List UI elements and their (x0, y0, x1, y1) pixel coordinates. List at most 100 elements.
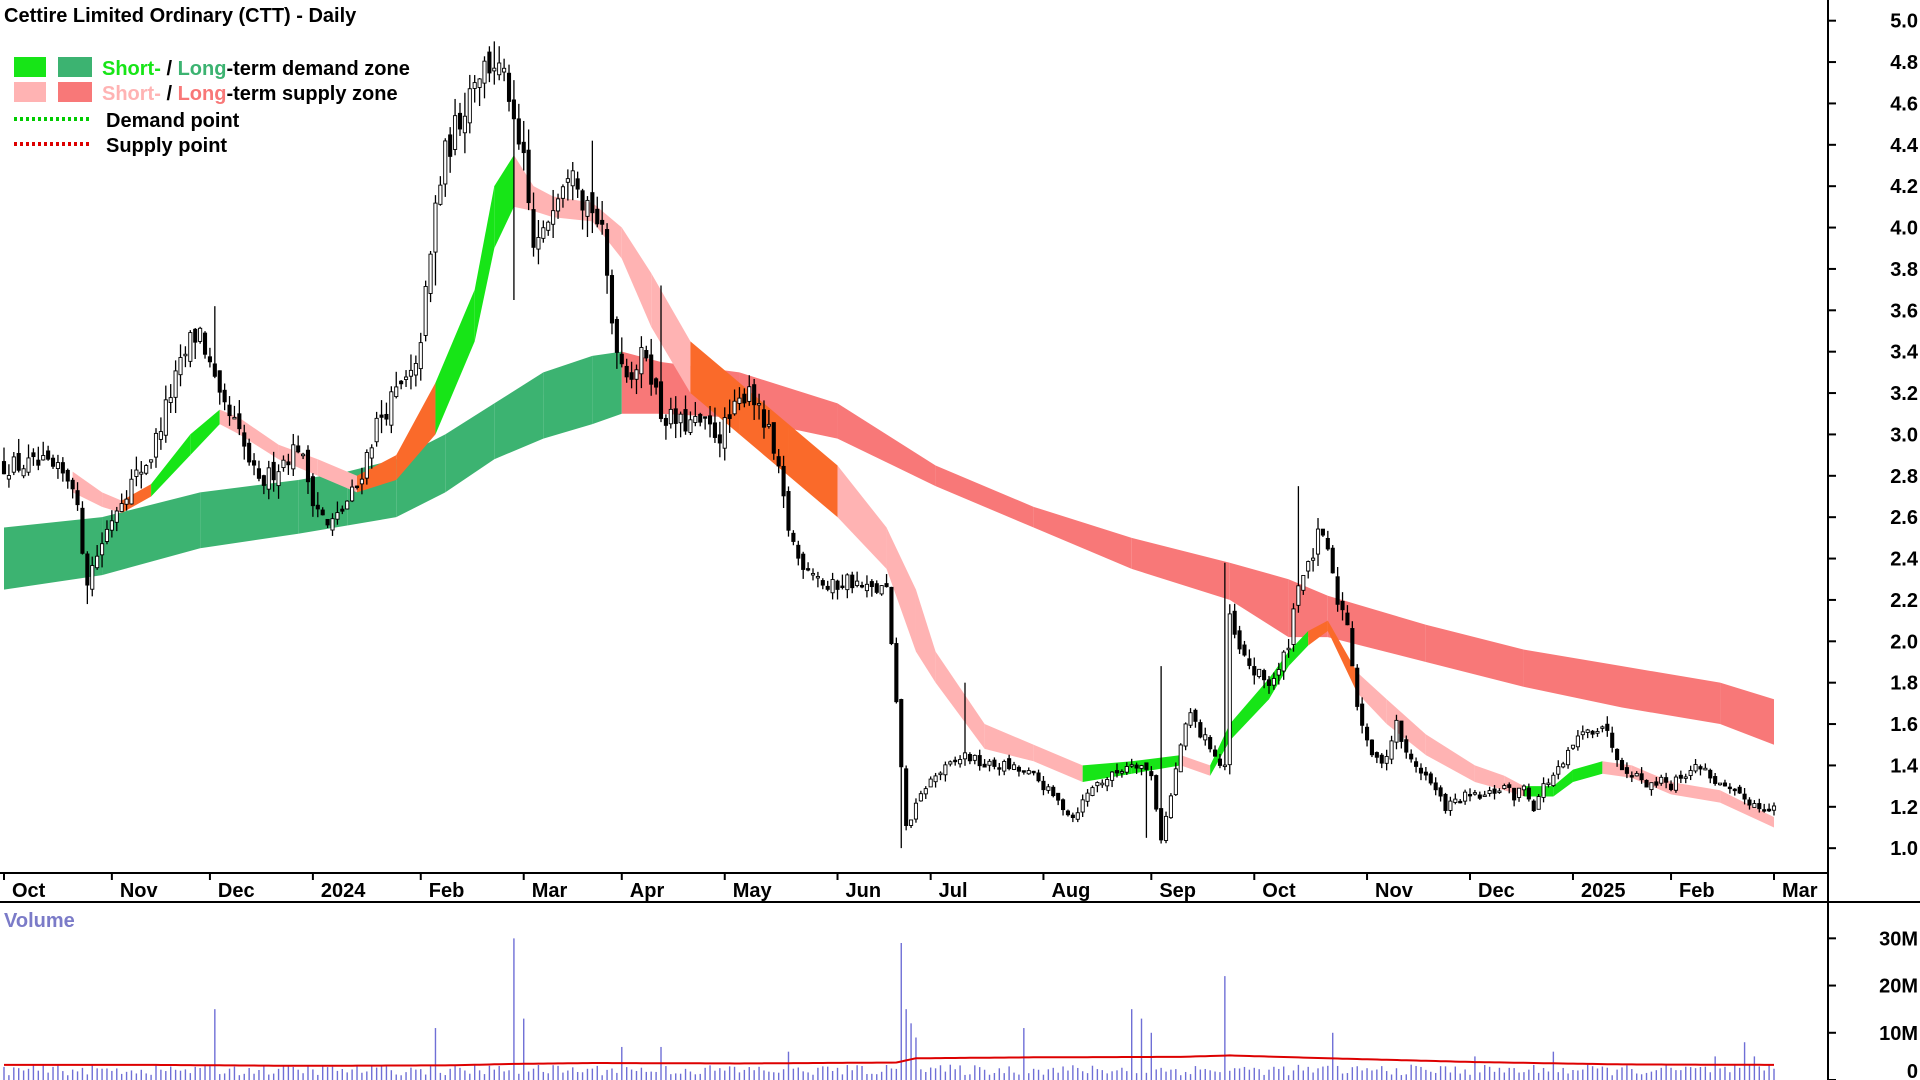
price-bar-body (207, 356, 212, 363)
price-bar-body (1590, 730, 1595, 735)
price-bar-body (1193, 709, 1198, 722)
long-term-supply-zone (837, 403, 936, 487)
price-bar-body (1036, 772, 1041, 782)
price-bar-body (722, 417, 727, 449)
short-term-supply-zone (239, 417, 279, 460)
price-bar-body (1693, 764, 1698, 772)
price-bar-body (1605, 723, 1610, 731)
price-bar-body (1262, 670, 1267, 681)
y-tick-label: 2.8 (1890, 466, 1918, 488)
price-bar-body (634, 369, 639, 380)
price-bar-body (276, 471, 281, 487)
price-bar-body (649, 354, 654, 385)
price-bar-body (1232, 610, 1237, 635)
price-bar-body (948, 761, 953, 765)
price-bar-body (810, 573, 816, 576)
price-bar-body (894, 643, 899, 703)
price-bar-body (296, 445, 301, 453)
price-bar-body (188, 332, 193, 362)
price-bar-body (1502, 785, 1507, 790)
price-bar-body (364, 452, 369, 479)
long-term-demand-zone (445, 403, 495, 493)
price-bar-body (1276, 669, 1281, 676)
price-bar-body (438, 184, 443, 205)
short-term-demand-zone (1572, 761, 1603, 782)
short-term-supply-zone (1357, 672, 1387, 725)
volume-average-line (4, 1054, 1774, 1067)
price-bar-body (1247, 658, 1252, 666)
volume-y-axis: 0 10M 20M 30M (1828, 928, 1918, 1080)
price-bar-body (752, 384, 757, 406)
price-bar-body (859, 585, 865, 588)
price-bar-body (65, 469, 70, 482)
price-bar-body (1213, 749, 1218, 757)
price-bar-body (1163, 815, 1169, 841)
price-bar-body (742, 393, 747, 404)
price-bar-body (1257, 668, 1262, 677)
long-term-demand-zone (592, 351, 622, 425)
price-bar-body (60, 462, 65, 474)
price-bar-body (50, 457, 56, 467)
short-term-demand-zone (474, 186, 495, 342)
x-tick-label: Oct (1262, 880, 1296, 902)
long-term-demand-zone (494, 372, 544, 460)
legend-long-supply-swatch (58, 82, 92, 102)
price-bar-body (6, 475, 11, 480)
x-tick-label: Dec (218, 880, 255, 902)
y-tick-label: 2.2 (1890, 590, 1918, 612)
long-term-supply-zone (1425, 624, 1524, 687)
short-term-demand-zone (1523, 786, 1554, 797)
long-term-supply-zone (1720, 682, 1774, 745)
short-term-supply-zone (1180, 755, 1211, 776)
price-bar-body (168, 397, 173, 403)
price-bar-body (555, 198, 561, 212)
price-bar-body (497, 62, 502, 76)
long-term-demand-zone (200, 479, 299, 549)
price-bar-body (1477, 794, 1482, 799)
price-bar-body (1414, 761, 1419, 767)
price-bar-body (1747, 799, 1752, 806)
price-bar-body (1306, 561, 1311, 572)
price-bar-body (806, 568, 811, 571)
price-bar-body (879, 585, 884, 595)
price-bar-body (1011, 764, 1017, 770)
price-bar-body (1718, 782, 1723, 786)
price-bar-body (1031, 770, 1036, 774)
price-bar-body (1737, 786, 1742, 794)
price-bar-body (1595, 731, 1600, 734)
zone-overlap (396, 382, 436, 480)
price-bar-body (801, 553, 806, 570)
y-tick-label: 3.0 (1890, 424, 1918, 446)
price-bar-body (369, 447, 374, 459)
price-bar-body (1600, 726, 1605, 729)
price-bar-body (95, 555, 100, 569)
price-bar-body (149, 459, 154, 463)
price-bar-body (1404, 739, 1409, 753)
price-bar-body (629, 372, 634, 380)
price-bar-body (1585, 729, 1590, 733)
price-bar-body (1575, 735, 1580, 748)
long-term-supply-zone (1131, 537, 1230, 600)
price-bar-body (85, 553, 90, 586)
price-bar-body (1021, 770, 1026, 773)
price-bar-body (301, 453, 306, 457)
volume-tick-label: 10M (1879, 1023, 1918, 1045)
price-bar-body (1654, 781, 1659, 786)
price-bar-body (1742, 793, 1747, 800)
short-term-supply-zone (102, 492, 122, 514)
price-bar-body (1570, 744, 1576, 749)
price-bar-body (506, 72, 512, 102)
price-bar-body (443, 140, 448, 185)
zone-overlap (788, 424, 838, 518)
price-bar-body (511, 99, 516, 120)
volume-tick-label: 20M (1879, 976, 1918, 998)
price-bar-body (771, 422, 776, 454)
short-term-supply-zone (915, 589, 936, 683)
price-bar-body (1046, 786, 1051, 791)
x-tick-label: 2025 (1581, 880, 1626, 902)
price-bar-body (325, 518, 330, 526)
long-term-demand-zone (102, 492, 201, 576)
price-bar-body (1340, 600, 1345, 611)
price-bar-body (1325, 537, 1330, 550)
short-term-demand-zone (1288, 630, 1309, 667)
